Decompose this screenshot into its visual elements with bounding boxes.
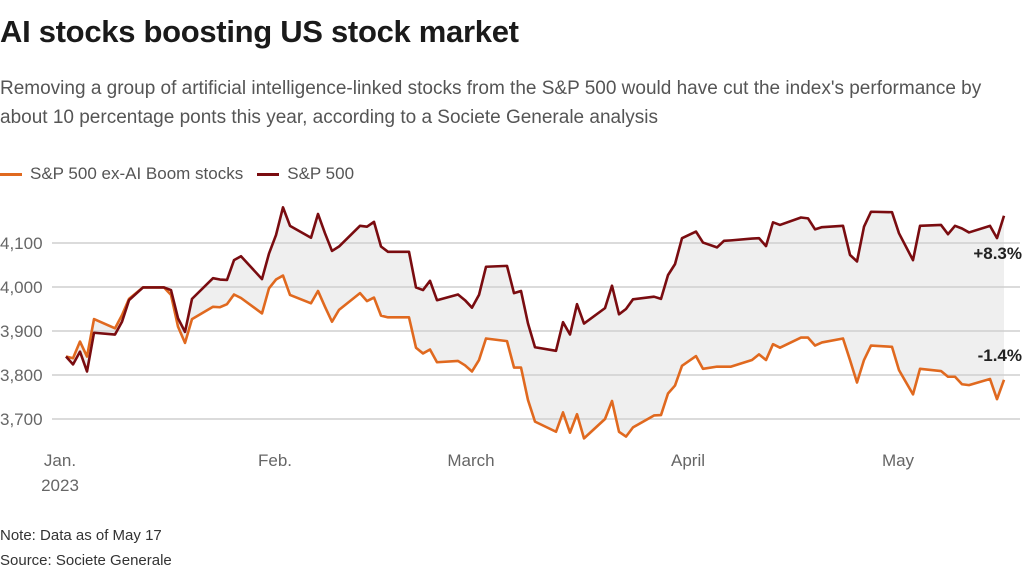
legend-item-sp500: S&P 500 [257,164,354,184]
legend-label-ex-ai: S&P 500 ex-AI Boom stocks [30,164,244,183]
series-line-sp500 [65,206,1006,373]
y-tick-label: 3,900 [0,322,43,341]
series-line-ex-ai [65,274,1006,440]
y-tick-label: 3,700 [0,410,43,429]
legend: S&P 500 ex-AI Boom stocks S&P 500 [0,164,368,184]
y-tick-label: 4,000 [0,278,43,297]
chart-subtitle: Removing a group of artificial intellige… [0,78,982,128]
x-tick-label: May [882,451,915,470]
y-tick-label: 3,800 [0,366,43,385]
chart-title: AI stocks boosting US stock market [0,14,519,49]
x-tick-label: April [671,451,705,470]
x-tick-label: Jan. [44,451,76,470]
source: Source: Societe Generale [0,552,172,569]
x-tick-sublabel: 2023 [41,476,79,495]
x-tick-label: March [447,451,494,470]
end-label-ex-ai: -1.4% [978,346,1022,365]
legend-item-ex-ai: S&P 500 ex-AI Boom stocks [0,164,243,184]
x-tick-label: Feb. [258,451,292,470]
end-label-sp500: +8.3% [973,244,1022,263]
legend-swatch-sp500 [257,172,280,176]
legend-label-sp500: S&P 500 [287,164,355,183]
note: Note: Data as of May 17 [0,527,162,544]
y-tick-label: 4,100 [0,234,43,253]
shaded-gap-area [66,207,1004,439]
legend-swatch-ex-ai [0,172,22,176]
